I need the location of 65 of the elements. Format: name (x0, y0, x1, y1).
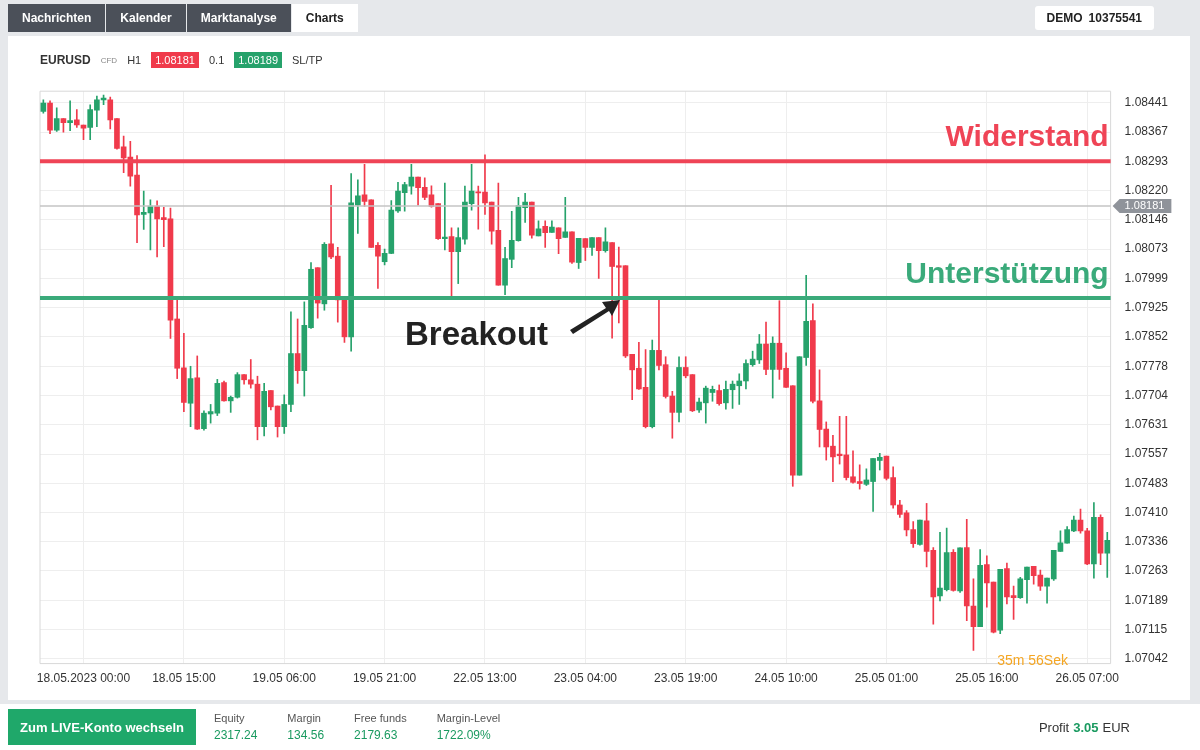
text: 3.05 (1073, 719, 1099, 735)
candlestick (67, 100, 73, 131)
y-tick-label: 1.07925 (1124, 300, 1169, 315)
text: SL/TP (292, 54, 323, 66)
text: 1.08181 (151, 52, 199, 68)
y-tick-label: 1.08441 (1124, 95, 1169, 110)
y-tick-label: 1.07852 (1124, 329, 1169, 344)
text: Marktanalyse (186, 4, 291, 32)
y-tick-label: 1.07042 (1124, 651, 1169, 666)
y-tick-label: 1.07115 (1124, 622, 1168, 637)
text: 134.56 (287, 728, 325, 742)
candlestick (542, 220, 549, 248)
y-tick-label: 1.07631 (1124, 417, 1169, 432)
x-tick-label: 25.05 01:00 (854, 671, 919, 686)
x-tick-label: 18.05.2023 00:00 (36, 671, 131, 686)
text: Margin (287, 712, 322, 724)
text: CFD (100, 55, 118, 65)
annotation: Breakout (405, 315, 549, 353)
annotation: 35m 56Sek (997, 652, 1068, 668)
text: 1.08189 (234, 52, 283, 68)
text: Equity (213, 712, 246, 724)
y-tick-label: 1.07410 (1124, 504, 1169, 519)
candlestick (562, 197, 569, 238)
text: 0.1 (208, 54, 225, 66)
ref-line-label: Widerstand (945, 119, 1109, 153)
text: 1722.09% (436, 728, 492, 742)
text: EUR (1102, 719, 1130, 735)
text: Zum LIVE-Konto wechseln (8, 709, 196, 745)
x-tick-label: 19.05 06:00 (252, 671, 317, 686)
y-tick-label: 1.07336 (1124, 534, 1169, 549)
x-tick-label: 26.05 07:00 (1055, 671, 1120, 686)
y-tick-label: 1.08293 (1124, 153, 1169, 168)
text: Profit (1038, 719, 1070, 735)
text: 2317.24 (213, 728, 258, 742)
y-tick-label: 1.07483 (1124, 475, 1169, 490)
y-tick-label: 1.07778 (1124, 358, 1169, 373)
y-tick-label: 1.07263 (1124, 563, 1169, 578)
text: Kalender (106, 4, 186, 32)
y-tick-label: 1.08220 (1124, 182, 1169, 197)
y-tick-label: 1.08073 (1124, 241, 1169, 256)
text: Nachrichten (8, 4, 106, 32)
text: 2179.63 (354, 728, 399, 742)
chart-subtitle: H1 (127, 54, 142, 66)
text: Margin-Level (436, 712, 501, 724)
candlestick (442, 182, 448, 251)
x-tick-label: 24.05 10:00 (754, 671, 819, 686)
y-tick-label: 1.07557 (1124, 446, 1169, 461)
x-tick-label: 25.05 16:00 (955, 671, 1019, 686)
text: DEMO (1046, 11, 1083, 25)
text: Free funds (354, 712, 407, 724)
text: Charts (291, 4, 358, 32)
y-tick-label: 1.08367 (1124, 124, 1169, 139)
y-tick-label: 1.07189 (1124, 592, 1169, 607)
ref-line-label: 1.08181 (1124, 199, 1165, 212)
x-tick-label: 19.05 21:00 (352, 671, 417, 686)
x-tick-label: 23.05 19:00 (654, 671, 718, 686)
text: 10375541 (1088, 11, 1142, 25)
y-tick-label: 1.07999 (1124, 270, 1169, 285)
x-tick-label: 18.05 15:00 (152, 671, 216, 686)
ref-line-label: Unterstützung (905, 256, 1109, 290)
y-tick-label: 1.08146 (1124, 212, 1169, 227)
chart-title: EURUSD (40, 53, 91, 67)
x-tick-label: 22.05 13:00 (453, 671, 517, 686)
y-tick-label: 1.07704 (1124, 388, 1169, 402)
x-tick-label: 23.05 04:00 (553, 671, 618, 686)
